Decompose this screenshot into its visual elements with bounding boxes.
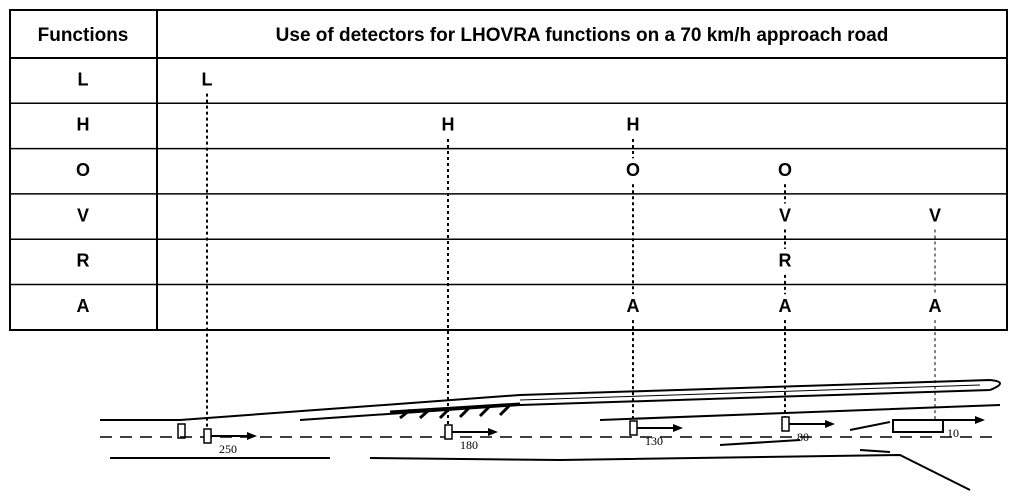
- detector-distance: 130: [645, 434, 663, 448]
- detector: [781, 416, 790, 432]
- function-letter: L: [202, 69, 213, 89]
- detector-distance: 10: [947, 426, 959, 440]
- row-label: A: [77, 296, 90, 316]
- detector: [444, 424, 453, 440]
- arrow-head: [673, 424, 683, 432]
- detector: [629, 420, 638, 436]
- function-letter: H: [442, 115, 455, 135]
- table-frame: [9, 9, 1008, 331]
- road: [100, 378, 1001, 491]
- arrow-head: [975, 416, 985, 424]
- arrow-head: [247, 432, 257, 440]
- function-letter: H: [627, 115, 640, 135]
- header-cell: Use of detectors for LHOVRA functions on…: [276, 25, 889, 46]
- row-label: H: [77, 115, 90, 135]
- header-cell: Functions: [38, 25, 129, 46]
- function-letter: V: [929, 205, 941, 225]
- detector-distance: 80: [797, 430, 809, 444]
- row-label: R: [77, 251, 90, 271]
- row-label: L: [78, 69, 89, 89]
- arrow-head: [825, 420, 835, 428]
- detector-distance: 180: [460, 438, 478, 452]
- function-letter: R: [779, 251, 792, 271]
- function-letter: A: [627, 296, 640, 316]
- function-letter: O: [778, 160, 792, 180]
- row-label: O: [76, 160, 90, 180]
- function-letter: A: [779, 296, 792, 316]
- function-letter: V: [779, 205, 791, 225]
- function-letter: A: [929, 296, 942, 316]
- detector-distance: 250: [219, 442, 237, 456]
- detector: [203, 428, 212, 444]
- function-letter: O: [626, 160, 640, 180]
- arrow-head: [488, 428, 498, 436]
- row-label: V: [77, 205, 89, 225]
